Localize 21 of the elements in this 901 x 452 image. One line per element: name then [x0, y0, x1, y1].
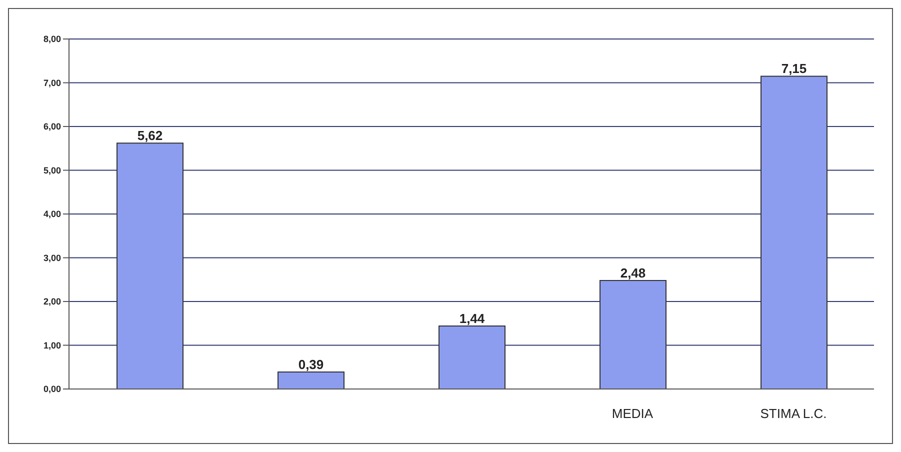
data-label: 1,44 — [459, 311, 486, 326]
y-tick-label: 5,00 — [43, 165, 61, 176]
data-label: 7,15 — [781, 61, 807, 76]
data-label: 0,39 — [298, 356, 324, 372]
bar — [278, 371, 344, 389]
y-tick-label: 3,00 — [43, 252, 61, 263]
x-tick-label: STIMA L.C. — [760, 406, 827, 422]
y-tick-label: 4,00 — [43, 209, 61, 220]
y-tick-label: 7,00 — [43, 78, 61, 88]
y-tick-label: 1,00 — [43, 340, 61, 350]
data-label: 5,62 — [137, 128, 163, 144]
data-label: 2,48 — [620, 266, 646, 280]
x-tick-label: MEDIA — [612, 406, 654, 422]
y-tick-label: 8,00 — [43, 34, 61, 44]
bar — [116, 142, 184, 389]
y-tick-label: 6,00 — [43, 122, 61, 132]
bar — [760, 76, 828, 389]
y-tick-label: 2,00 — [43, 296, 61, 307]
bar — [438, 326, 506, 389]
bar — [600, 280, 666, 389]
y-tick-label: 0,00 — [43, 384, 61, 394]
